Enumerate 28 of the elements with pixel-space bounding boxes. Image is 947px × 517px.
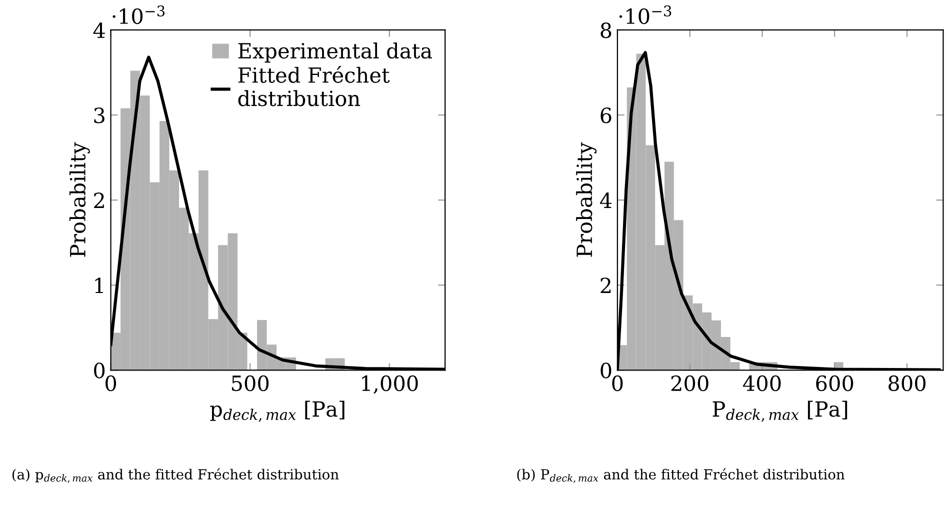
- x-tick-label: 0: [106, 375, 116, 392]
- legend-label: Fitted Fréchet distribution: [238, 66, 390, 106]
- y-tick-label: 2: [94, 192, 104, 208]
- y-tick-label: 0: [600, 362, 612, 378]
- text: ·10$^{−3}$: [112, 5, 165, 24]
- y-tick-label: 4: [93, 22, 105, 38]
- x-tick-label: 800: [888, 375, 926, 392]
- y-tick-label: 4: [600, 192, 612, 208]
- text: (b) P$_{deck,max}$ and the fitted Fréchet distribution: [517, 468, 845, 483]
- legend-label: Experimental data: [238, 42, 432, 63]
- text: (a) p$_{deck,max}$ and the fitted Fréchet distribution: [12, 468, 339, 483]
- x-tick-label: 400: [742, 375, 781, 392]
- y-tick-label: 2: [600, 278, 611, 294]
- x-tick-label: 600: [816, 375, 854, 392]
- x-tick-label: 200: [671, 375, 708, 392]
- y-tick-label: 6: [600, 107, 612, 124]
- x-tick-label: 0: [612, 375, 623, 392]
- x-axis-title: P$_{deck,max}$ [Pa]: [712, 400, 848, 422]
- y-axis-title: Probability: [69, 142, 90, 257]
- text: ·10$^{−3}$: [619, 5, 672, 24]
- y-tick-label: 1: [95, 278, 103, 294]
- x-tick-label: 500: [232, 375, 269, 392]
- y-tick-label: 0: [94, 362, 105, 378]
- y-axis-title: Probability: [576, 142, 597, 257]
- y-tick-label: 3: [94, 107, 104, 124]
- y-tick-label: 8: [600, 22, 612, 38]
- x-tick-label: 1,000: [362, 375, 418, 394]
- x-axis-title: p$_{deck,max}$ [Pa]: [210, 400, 344, 422]
